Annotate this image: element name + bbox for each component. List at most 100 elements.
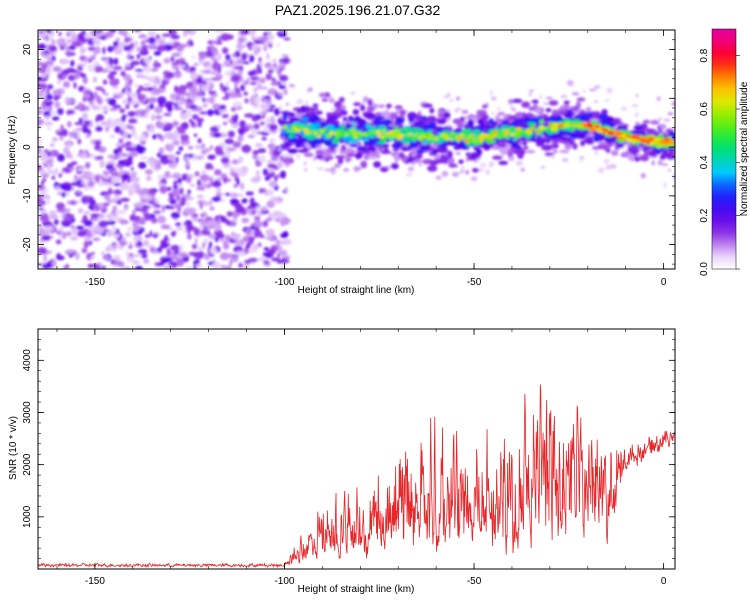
heatmap-cell <box>106 229 113 237</box>
heatmap-cell <box>282 57 290 64</box>
heatmap-cell <box>129 92 138 99</box>
heatmap-cell <box>40 104 48 110</box>
heatmap-cell <box>244 98 249 104</box>
heatmap-cell <box>211 62 222 71</box>
heatmap-cell <box>635 93 639 98</box>
heatmap-cell <box>357 118 366 125</box>
heatmap-cell <box>219 238 225 243</box>
heatmap-cell <box>49 142 55 147</box>
heatmap-cell <box>297 149 309 153</box>
heatmap-cell <box>137 240 142 246</box>
heatmap-cell <box>125 103 130 110</box>
heatmap-cell <box>62 231 67 240</box>
heatmap-cell <box>107 30 114 38</box>
heatmap-cell <box>402 156 408 163</box>
heatmap-cell <box>82 214 88 223</box>
heatmap-cell <box>270 81 280 86</box>
heatmap-cell <box>87 264 97 268</box>
heatmap-cell <box>156 122 165 129</box>
heatmap-cell <box>295 143 302 148</box>
heatmap-cell <box>283 88 288 96</box>
heatmap-cell <box>165 71 175 79</box>
heatmap-cell <box>279 170 287 179</box>
heatmap-cell <box>101 89 106 93</box>
heatmap-cell <box>234 50 241 58</box>
heatmap-cell <box>123 74 132 81</box>
heatmap-cell <box>465 169 470 175</box>
heatmap-cell <box>90 213 100 217</box>
heatmap-cell <box>216 186 221 194</box>
heatmap-cell <box>201 169 207 175</box>
heatmap-cell <box>253 47 259 56</box>
heatmap-cell <box>41 235 51 240</box>
heatmap-cell <box>187 145 194 150</box>
heatmap-cell <box>541 144 553 150</box>
heatmap-cell <box>593 137 599 143</box>
heatmap-cell <box>368 151 380 157</box>
heatmap-cell <box>145 111 150 119</box>
heatmap-cell <box>152 205 158 209</box>
heatmap-cell <box>166 186 172 191</box>
heatmap-cell <box>613 118 622 125</box>
heatmap-cell <box>143 239 150 247</box>
heatmap-cell <box>154 198 160 204</box>
heatmap-cell <box>209 145 214 150</box>
heatmap-cell <box>331 139 340 145</box>
heatmap-cell <box>127 155 133 162</box>
heatmap-cell <box>180 134 190 141</box>
heatmap-cell <box>136 53 141 60</box>
heatmap-cell <box>82 153 86 160</box>
heatmap-cell <box>114 118 123 125</box>
heatmap-cell <box>455 151 461 156</box>
heatmap-cell <box>560 104 571 110</box>
heatmap-cell <box>501 129 505 132</box>
heatmap-cell <box>243 80 249 85</box>
heatmap-cell <box>321 98 328 102</box>
heatmap-cell <box>509 133 517 136</box>
heatmap-cell <box>586 139 595 145</box>
heatmap-cell <box>234 113 239 122</box>
heatmap-cell <box>61 192 66 198</box>
heatmap-cell <box>231 74 241 83</box>
heatmap-cell <box>199 111 208 115</box>
heatmap-cell <box>168 131 173 140</box>
heatmap-cell <box>41 220 51 227</box>
heatmap-cell <box>472 138 479 143</box>
heatmap-cell <box>66 200 72 205</box>
heatmap-cell <box>298 125 304 129</box>
heatmap-cell <box>426 124 431 130</box>
heatmap-cell <box>419 133 426 138</box>
heatmap-cell <box>283 140 293 144</box>
heatmap-cell <box>305 100 309 107</box>
heatmap-cell <box>642 119 651 124</box>
heatmap-cell <box>318 123 328 128</box>
heatmap-cell <box>290 117 299 121</box>
heatmap-cell <box>578 134 585 139</box>
heatmap-cell <box>253 229 262 238</box>
heatmap-cell <box>113 189 123 196</box>
heatmap-cell <box>196 263 202 268</box>
y-tick-label: -20 <box>22 237 33 252</box>
heatmap-cell <box>194 92 203 96</box>
heatmap-cell <box>302 128 309 132</box>
heatmap-cell <box>671 101 675 106</box>
heatmap-cell <box>247 42 254 51</box>
heatmap-cell <box>163 173 172 179</box>
heatmap-cell <box>219 252 230 261</box>
heatmap-cell <box>103 59 111 63</box>
heatmap-cell <box>550 127 558 131</box>
heatmap-cell <box>234 239 239 246</box>
heatmap-cell <box>97 226 105 234</box>
heatmap-cell <box>210 126 220 133</box>
heatmap-cell <box>648 137 654 141</box>
heatmap-cell <box>296 99 304 105</box>
heatmap-cell <box>122 98 128 106</box>
y-tick-label: 0 <box>22 144 33 150</box>
heatmap-cell <box>174 203 183 209</box>
heatmap-cell <box>55 239 62 245</box>
heatmap-cell <box>411 136 419 140</box>
heatmap-cell <box>81 247 88 254</box>
heatmap-cell <box>212 262 222 269</box>
heatmap-cell <box>54 167 59 175</box>
heatmap-cell <box>38 170 47 175</box>
